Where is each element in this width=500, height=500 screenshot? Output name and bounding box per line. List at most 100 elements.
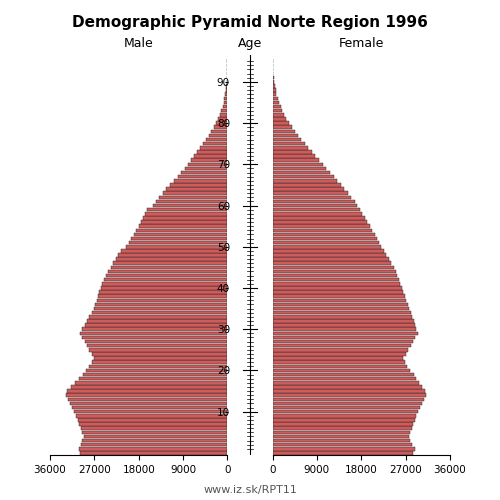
Bar xyxy=(272,126,291,129)
Bar xyxy=(272,278,398,281)
Bar xyxy=(272,158,320,162)
Bar xyxy=(272,262,392,265)
Bar xyxy=(272,266,394,269)
Bar xyxy=(106,274,228,278)
Bar xyxy=(272,385,422,388)
Bar xyxy=(272,142,304,146)
Bar xyxy=(82,439,228,442)
Bar xyxy=(144,212,228,216)
Bar xyxy=(272,122,289,125)
Bar xyxy=(74,381,228,384)
Bar xyxy=(142,216,228,220)
Bar xyxy=(272,258,389,261)
Bar xyxy=(272,192,348,195)
Bar xyxy=(214,126,228,129)
Bar xyxy=(272,188,344,191)
Bar xyxy=(86,368,228,372)
Bar xyxy=(66,394,228,397)
Bar xyxy=(82,430,228,434)
Bar xyxy=(134,232,228,236)
Bar xyxy=(72,406,228,409)
Bar xyxy=(272,410,418,414)
Bar xyxy=(96,302,228,306)
Bar xyxy=(226,84,228,87)
Bar xyxy=(181,171,228,174)
Bar xyxy=(272,332,418,335)
Bar xyxy=(220,113,228,116)
Bar xyxy=(272,237,377,240)
Bar xyxy=(194,154,228,158)
Bar xyxy=(191,158,228,162)
Bar xyxy=(272,356,403,360)
Bar xyxy=(272,282,400,286)
Bar xyxy=(227,80,228,84)
Bar xyxy=(272,249,384,252)
Bar xyxy=(272,183,341,186)
Bar xyxy=(224,100,228,104)
Bar xyxy=(84,434,228,438)
Bar xyxy=(204,142,228,146)
Bar xyxy=(272,196,351,199)
Bar xyxy=(272,228,372,232)
Bar xyxy=(272,212,362,216)
Bar xyxy=(104,278,228,281)
Bar xyxy=(170,183,228,186)
Bar xyxy=(272,134,297,137)
Bar xyxy=(82,328,228,331)
Bar xyxy=(163,192,228,195)
Bar xyxy=(272,348,408,352)
Text: Female: Female xyxy=(338,37,384,50)
Bar xyxy=(272,426,411,430)
Bar xyxy=(108,270,228,273)
Bar xyxy=(272,373,414,376)
Bar xyxy=(272,76,274,80)
Bar xyxy=(272,394,426,397)
Bar xyxy=(272,451,413,454)
Bar xyxy=(272,364,406,368)
Bar xyxy=(272,402,422,405)
Bar xyxy=(272,298,406,302)
Bar xyxy=(272,324,415,327)
Bar xyxy=(272,162,323,166)
Bar xyxy=(272,319,414,322)
Bar xyxy=(113,262,228,265)
Bar xyxy=(272,315,412,318)
Bar xyxy=(209,134,228,137)
Bar xyxy=(272,96,278,100)
Bar xyxy=(92,311,228,314)
Bar xyxy=(272,447,414,450)
Bar xyxy=(92,360,228,364)
Bar xyxy=(132,237,228,240)
Bar xyxy=(272,414,416,418)
Bar xyxy=(272,390,426,393)
Bar xyxy=(218,117,228,120)
Bar xyxy=(160,196,228,199)
Bar xyxy=(272,443,411,446)
Bar xyxy=(272,224,370,228)
Bar xyxy=(272,340,413,344)
Bar xyxy=(272,117,286,120)
Bar xyxy=(200,146,228,150)
Bar xyxy=(272,377,416,380)
Bar xyxy=(272,406,420,409)
Bar xyxy=(272,109,282,112)
Bar xyxy=(84,340,228,344)
Bar xyxy=(272,175,334,178)
Text: Demographic Pyramid Norte Region 1996: Demographic Pyramid Norte Region 1996 xyxy=(72,15,428,30)
Bar xyxy=(78,377,228,380)
Bar xyxy=(272,328,416,331)
Bar xyxy=(216,122,228,125)
Bar xyxy=(198,150,228,154)
Bar xyxy=(178,175,228,178)
Bar xyxy=(152,204,228,208)
Bar xyxy=(129,241,228,244)
Bar xyxy=(272,92,276,96)
Bar xyxy=(184,166,228,170)
Bar xyxy=(102,282,228,286)
Bar xyxy=(138,224,228,228)
Bar xyxy=(68,390,228,393)
Bar xyxy=(272,430,410,434)
Bar xyxy=(272,80,274,84)
Bar xyxy=(272,418,414,422)
Bar xyxy=(78,418,228,422)
